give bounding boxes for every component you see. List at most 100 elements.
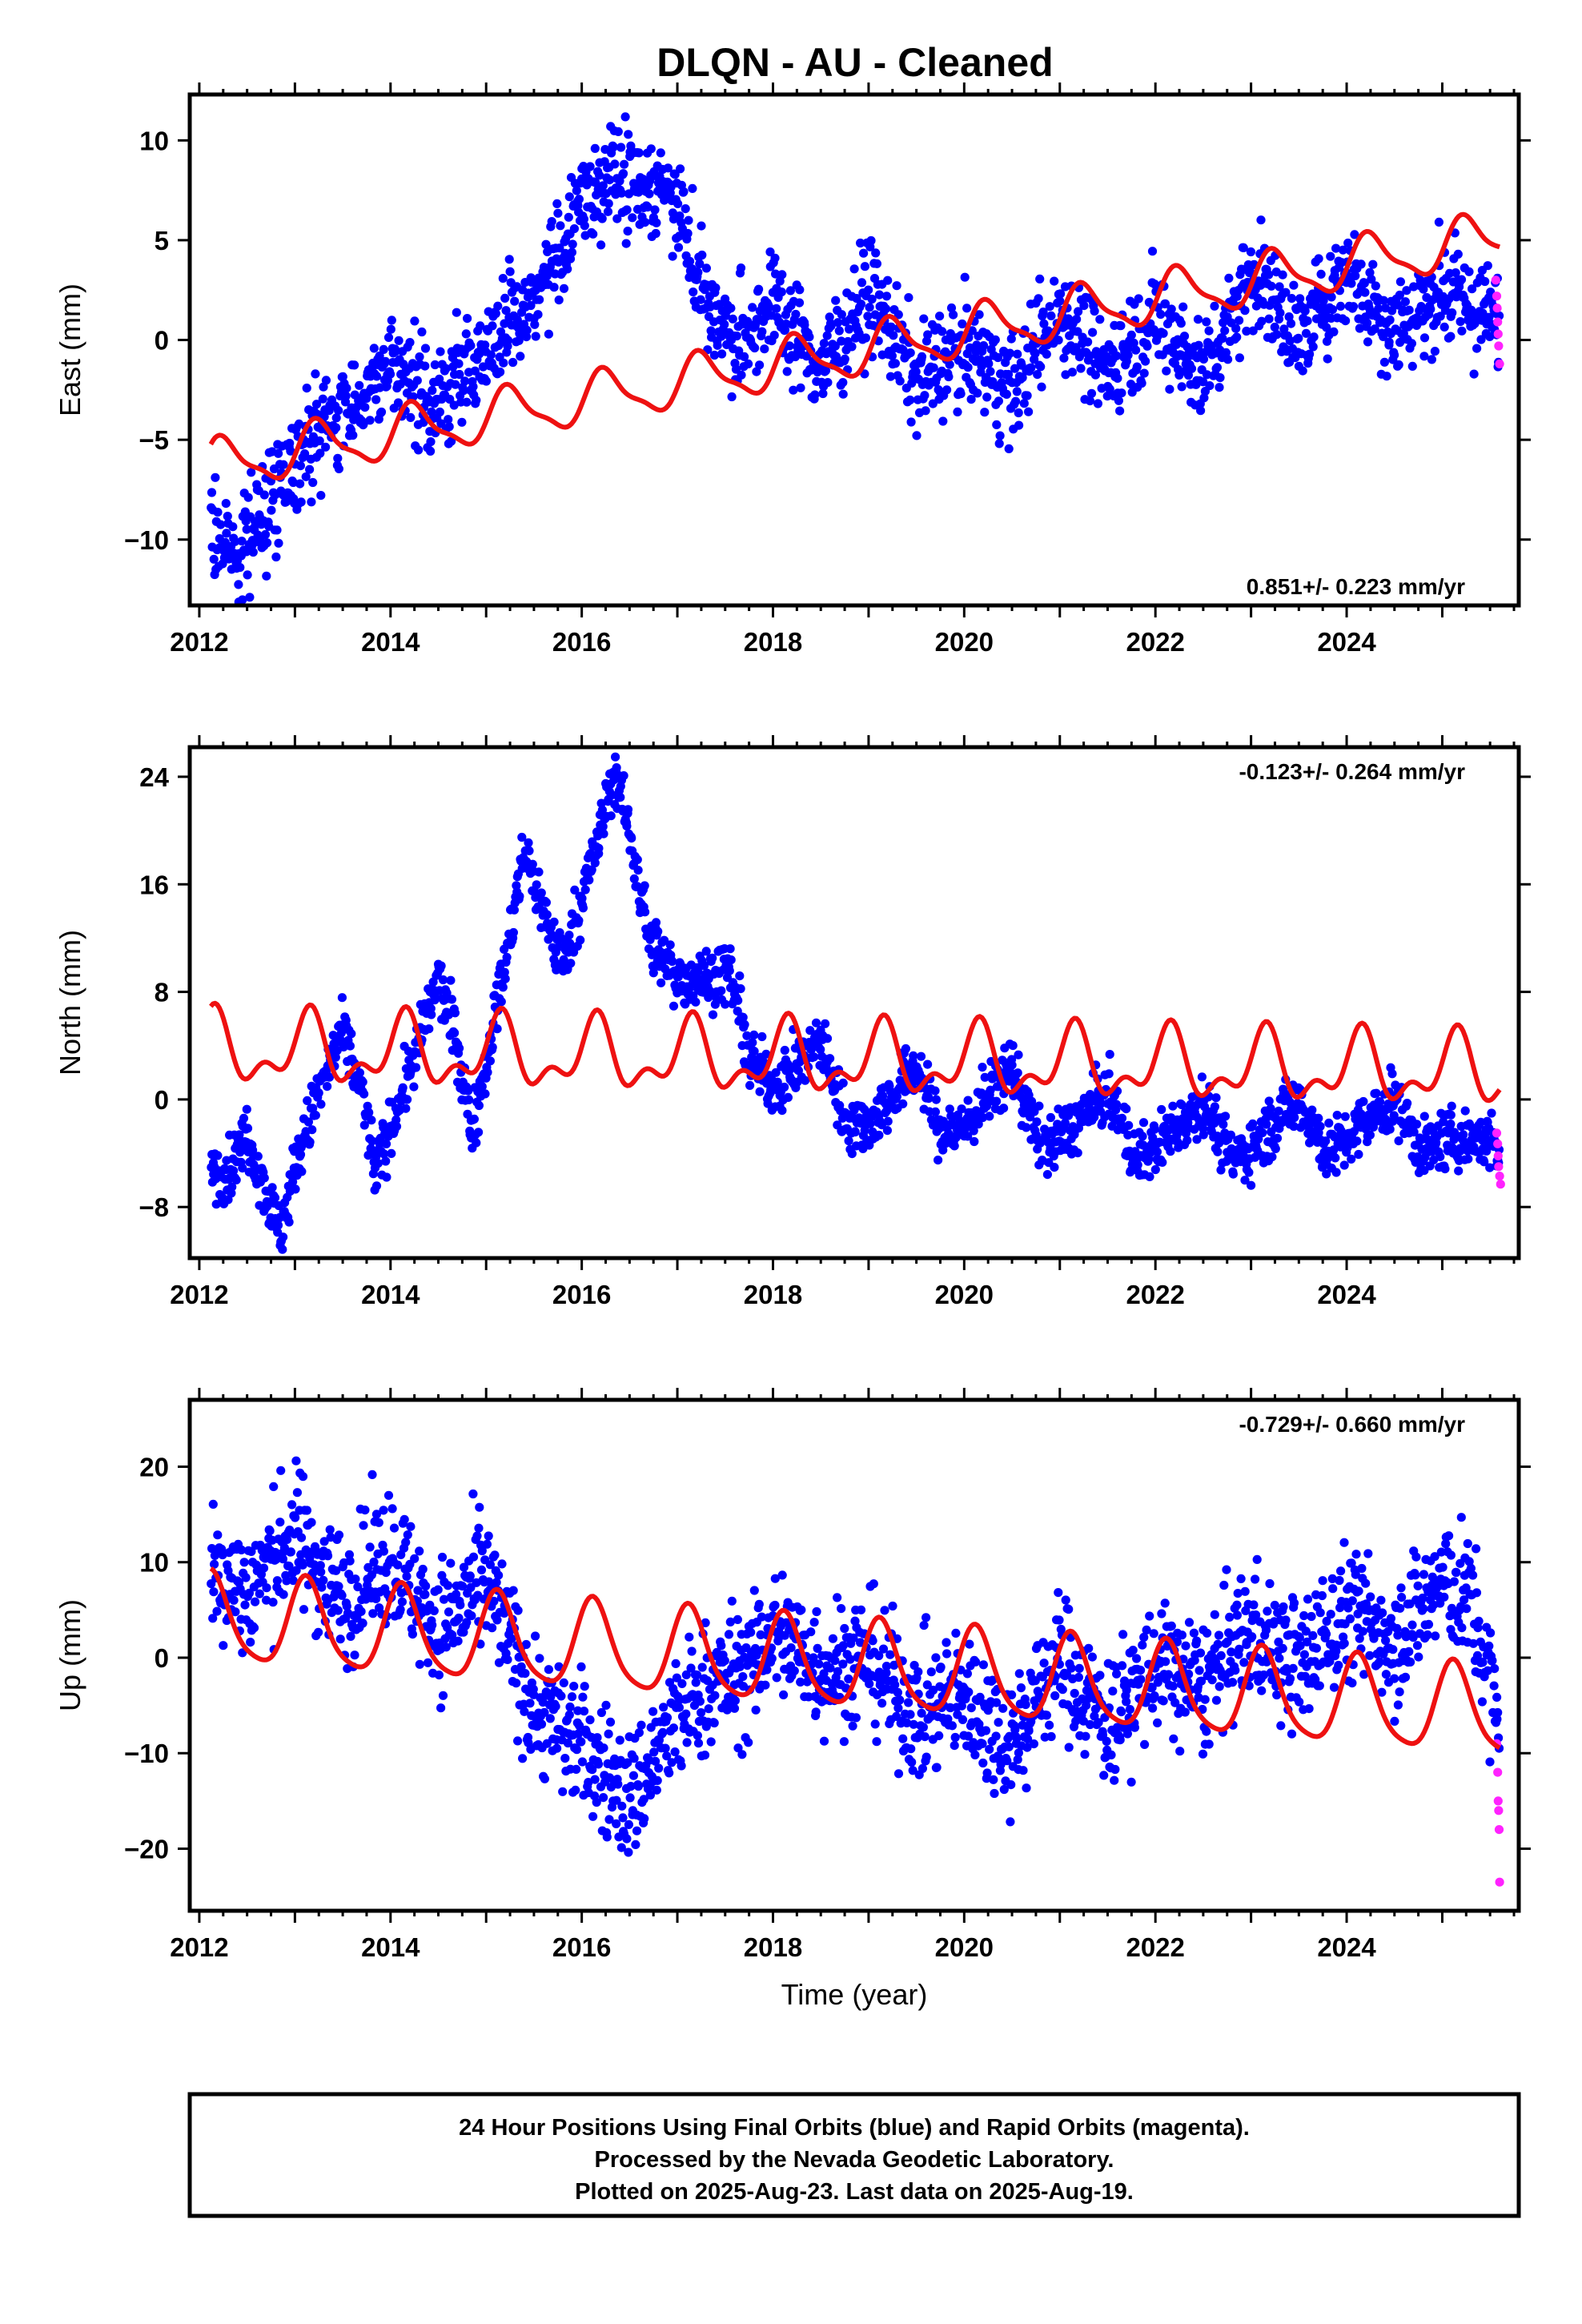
data-point bbox=[500, 967, 509, 977]
data-point bbox=[1216, 1165, 1226, 1175]
data-point bbox=[640, 907, 650, 917]
data-point bbox=[840, 354, 849, 364]
data-point bbox=[1085, 396, 1095, 406]
data-point bbox=[477, 1082, 487, 1092]
data-point bbox=[1289, 1121, 1299, 1132]
data-point bbox=[1453, 249, 1463, 259]
data-point bbox=[1050, 1163, 1059, 1172]
data-point bbox=[1246, 247, 1255, 257]
data-point bbox=[331, 413, 341, 423]
data-point bbox=[350, 360, 359, 370]
data-point bbox=[1348, 302, 1359, 312]
data-point bbox=[651, 918, 661, 927]
data-point bbox=[757, 1612, 767, 1622]
data-point bbox=[772, 1673, 781, 1683]
data-point bbox=[517, 832, 527, 842]
data-point bbox=[946, 303, 957, 313]
data-point bbox=[427, 407, 436, 416]
data-point bbox=[1248, 326, 1258, 336]
data-point bbox=[1307, 1105, 1317, 1115]
data-point bbox=[693, 267, 703, 277]
data-point bbox=[577, 894, 587, 903]
data-point bbox=[331, 423, 341, 432]
data-point bbox=[1284, 312, 1294, 322]
data-point bbox=[980, 408, 990, 417]
data-point bbox=[1026, 363, 1036, 372]
data-point bbox=[688, 183, 697, 193]
data-point bbox=[1400, 297, 1410, 307]
data-point bbox=[737, 1750, 747, 1759]
data-point bbox=[883, 275, 893, 285]
data-point bbox=[375, 351, 384, 361]
data-point bbox=[385, 369, 396, 379]
data-point bbox=[311, 369, 320, 379]
data-point bbox=[693, 1739, 704, 1748]
data-point bbox=[612, 1819, 621, 1828]
data-point bbox=[751, 1705, 761, 1715]
rapid-point bbox=[1492, 1128, 1502, 1138]
data-point bbox=[990, 335, 1000, 344]
data-point bbox=[895, 376, 905, 386]
data-point bbox=[420, 1590, 430, 1599]
data-point bbox=[1359, 279, 1369, 288]
data-point bbox=[726, 304, 736, 313]
data-point bbox=[1390, 350, 1399, 360]
data-point bbox=[1419, 284, 1428, 294]
data-point bbox=[480, 1089, 490, 1099]
data-point bbox=[979, 341, 989, 351]
data-point bbox=[652, 1785, 661, 1795]
data-point bbox=[269, 1482, 279, 1491]
data-point bbox=[315, 436, 324, 446]
data-point bbox=[789, 385, 798, 395]
data-point bbox=[369, 344, 379, 353]
data-point bbox=[856, 300, 866, 309]
data-point bbox=[364, 1108, 374, 1117]
data-point bbox=[1402, 286, 1411, 296]
data-point bbox=[1152, 1147, 1162, 1156]
data-point bbox=[564, 192, 574, 202]
data-point bbox=[359, 1089, 369, 1099]
data-point bbox=[1113, 373, 1122, 383]
data-point bbox=[672, 1673, 682, 1683]
data-point bbox=[415, 352, 424, 362]
data-point bbox=[314, 1627, 323, 1637]
data-point bbox=[263, 538, 272, 548]
data-point bbox=[521, 1639, 531, 1650]
data-point bbox=[274, 448, 283, 458]
data-point bbox=[271, 552, 281, 562]
data-point bbox=[612, 1795, 621, 1805]
data-point bbox=[415, 1659, 424, 1669]
data-point bbox=[540, 1707, 549, 1717]
data-point bbox=[1221, 348, 1231, 357]
data-point bbox=[301, 472, 311, 481]
data-point bbox=[482, 1539, 492, 1549]
data-point bbox=[371, 395, 381, 404]
data-point bbox=[1374, 304, 1383, 313]
data-point bbox=[622, 1834, 632, 1844]
data-point bbox=[1382, 372, 1391, 381]
data-point bbox=[315, 1561, 325, 1570]
data-point bbox=[935, 312, 945, 321]
data-point bbox=[934, 1156, 943, 1165]
data-point bbox=[1341, 316, 1351, 326]
data-point bbox=[420, 361, 430, 371]
data-point bbox=[1008, 1041, 1018, 1051]
data-point bbox=[687, 1647, 697, 1656]
data-point bbox=[492, 1615, 502, 1625]
data-point bbox=[711, 283, 721, 293]
data-point bbox=[912, 431, 921, 440]
data-point bbox=[521, 332, 532, 342]
data-point bbox=[1061, 370, 1070, 380]
data-point bbox=[499, 358, 508, 368]
data-point bbox=[905, 395, 915, 405]
data-point bbox=[396, 1605, 405, 1614]
data-point bbox=[450, 1028, 460, 1038]
data-point bbox=[474, 1523, 484, 1533]
data-point bbox=[292, 1488, 302, 1498]
y-axis-title: North (mm) bbox=[54, 930, 86, 1076]
data-point bbox=[267, 505, 276, 515]
data-point bbox=[1456, 275, 1467, 284]
data-point bbox=[710, 1691, 720, 1700]
data-point bbox=[298, 1560, 307, 1570]
